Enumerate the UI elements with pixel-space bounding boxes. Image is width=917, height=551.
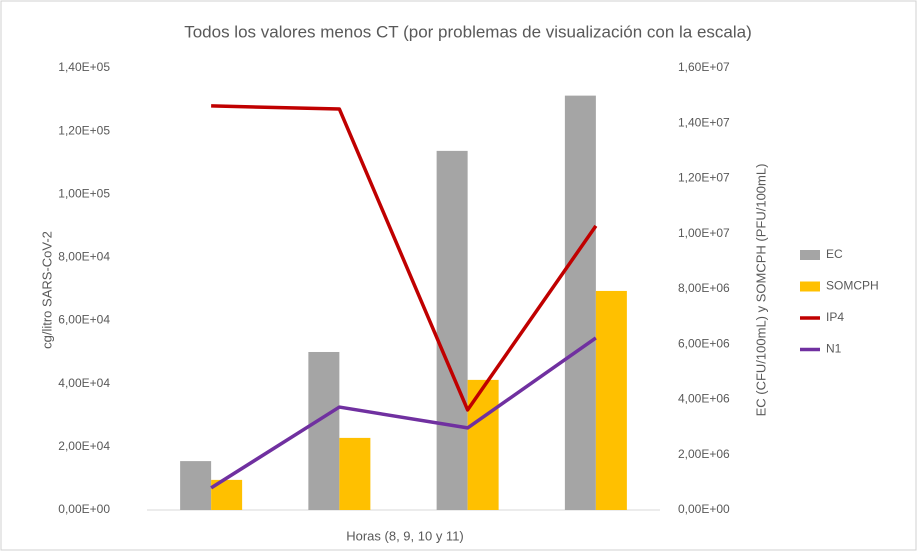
y-tick-label: 4,00E+04 xyxy=(58,376,110,390)
y-tick-label: 1,40E+05 xyxy=(58,60,110,74)
y2-tick-label: 0,00E+00 xyxy=(678,502,730,516)
legend-label: EC xyxy=(826,247,843,261)
bar xyxy=(564,95,596,510)
y2-tick-label: 6,00E+06 xyxy=(678,336,730,350)
legend-label: SOMCPH xyxy=(826,279,879,293)
bar xyxy=(308,351,340,510)
y2-tick-label: 1,40E+07 xyxy=(678,115,730,129)
y2-tick-label: 1,00E+07 xyxy=(678,226,730,240)
y2-tick-label: 2,00E+06 xyxy=(678,447,730,461)
y-tick-label: 1,00E+05 xyxy=(58,186,110,200)
legend-swatch xyxy=(800,250,820,260)
y2-tick-label: 1,60E+07 xyxy=(678,60,730,74)
bar xyxy=(436,150,468,510)
y-tick-label: 0,00E+00 xyxy=(58,502,110,516)
line xyxy=(211,104,598,412)
y-tick-label: 8,00E+04 xyxy=(58,250,110,264)
y2-tick-label: 8,00E+06 xyxy=(678,281,730,295)
y-tick-label: 1,20E+05 xyxy=(58,123,110,137)
y2-tick-label: 1,20E+07 xyxy=(678,171,730,185)
legend-swatch xyxy=(800,281,820,292)
y2-tick-label: 4,00E+06 xyxy=(678,392,730,406)
bar xyxy=(467,379,499,510)
chart-title: Todos los valores menos CT (por problema… xyxy=(184,22,752,41)
y2-axis-title: EC (CFU/100mL) y SOMCPH (PFU/100mL) xyxy=(753,164,768,417)
x-axis-title: Horas (8, 9, 10 y 11) xyxy=(346,528,464,543)
y-tick-label: 6,00E+04 xyxy=(58,313,110,327)
y-axis-title: cg/litro SARS-CoV-2 xyxy=(39,231,54,349)
bar xyxy=(595,290,627,510)
line xyxy=(210,336,597,490)
legend-label: N1 xyxy=(826,342,842,356)
legend-label: IP4 xyxy=(826,310,844,324)
bar xyxy=(180,461,212,510)
bar xyxy=(339,437,371,510)
y-tick-label: 2,00E+04 xyxy=(58,439,110,453)
